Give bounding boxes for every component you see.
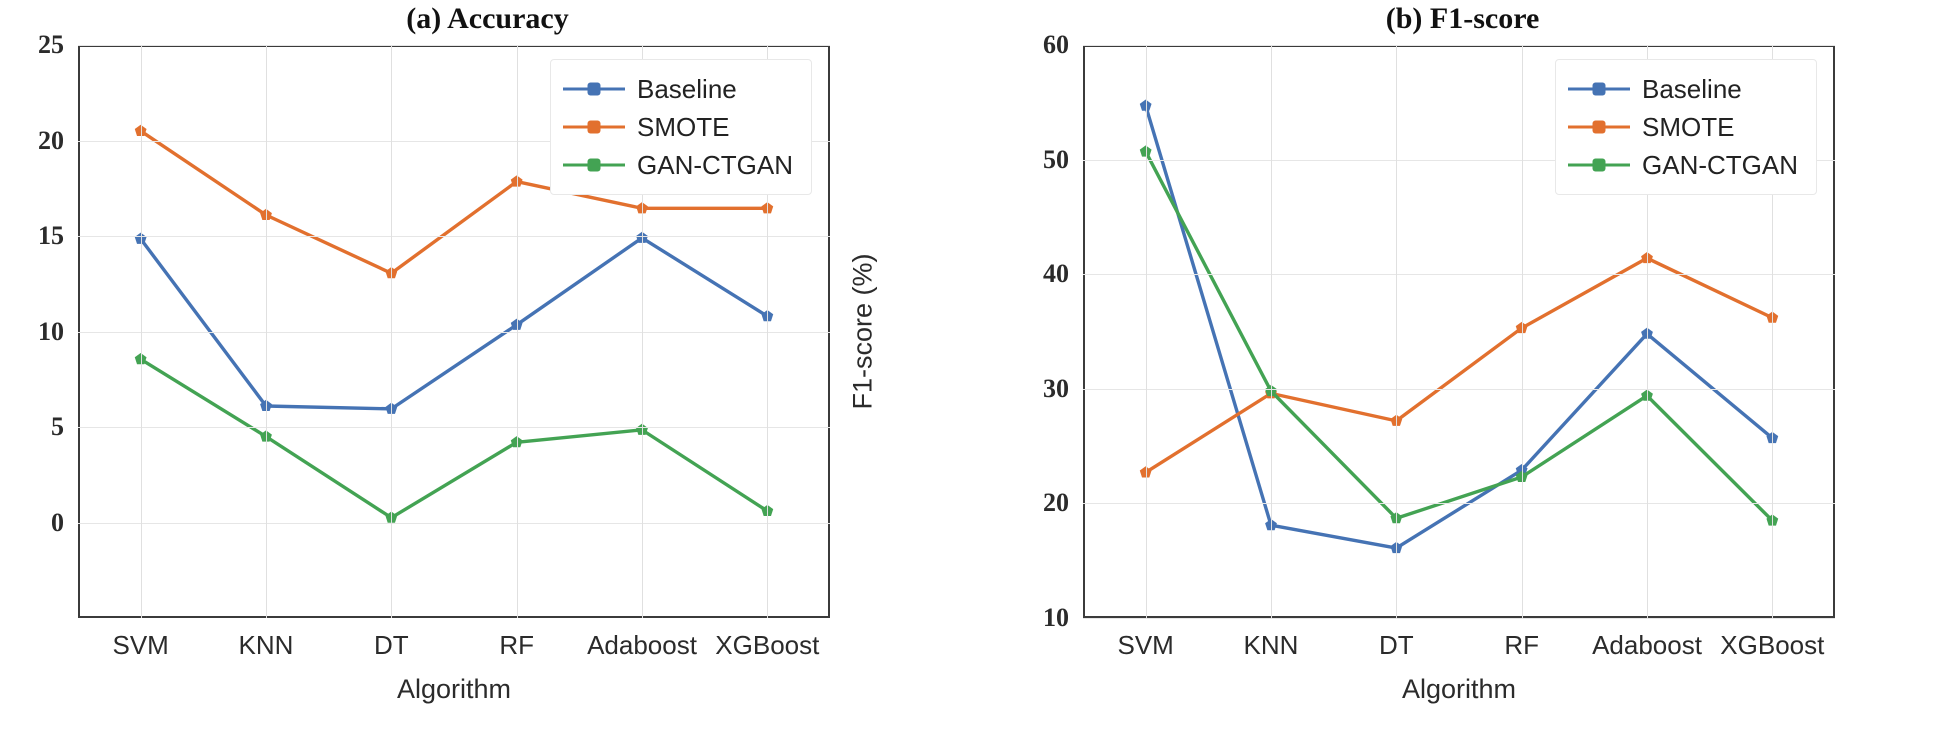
gridline-vertical	[391, 45, 393, 618]
y-axis-tick-label: 20	[38, 125, 64, 155]
gridline-horizontal	[1083, 274, 1835, 276]
x-axis-tick-label: Adaboost	[1592, 630, 1702, 660]
legend-item-label: SMOTE	[637, 111, 730, 142]
y-axis-tick-label: 30	[1043, 373, 1069, 403]
legend-item-smote[interactable]: SMOTE	[563, 108, 795, 146]
x-axis-title: Algorithm	[1401, 674, 1517, 704]
panel-a-plot-wrapper: 0 5 10 15 20 25 SVM KNN DT RF Adaboost XGBoost Algor…	[38, 30, 830, 704]
gridline-horizontal	[78, 331, 830, 333]
legend-item-label: Baseline	[1642, 73, 1742, 104]
x-axis-title: Algorithm	[396, 674, 512, 704]
panel-a-series-layer	[134, 124, 774, 523]
panel-b-series-layer	[1139, 99, 1779, 554]
legend-line-marker-icon	[563, 80, 625, 98]
gridline-horizontal	[1083, 503, 1835, 505]
gridline-horizontal	[1083, 618, 1835, 619]
gridline-vertical	[1647, 45, 1648, 618]
chart-legend: Baseline SMOTE GAN-CTGAN	[550, 59, 812, 195]
x-axis-tick-label: RF	[499, 630, 534, 660]
gridline-horizontal	[1083, 388, 1835, 390]
gridline-horizontal	[1083, 159, 1835, 161]
series-line	[1143, 256, 1775, 475]
gridline-horizontal	[1083, 45, 1835, 46]
legend-item-smote[interactable]: SMOTE	[1568, 108, 1800, 146]
legend-line-marker-icon	[1568, 156, 1630, 174]
series-line	[138, 357, 770, 520]
legend-item-label: SMOTE	[1642, 111, 1735, 142]
y-axis-tick-label: 5	[51, 412, 64, 441]
legend-item-gan-ctgan[interactable]: GAN-CTGAN	[563, 146, 795, 184]
gridline-vertical	[642, 45, 643, 618]
gridline-vertical	[1396, 45, 1398, 618]
y-axis-tick-label: 10	[1043, 603, 1069, 632]
legend-line-marker-icon	[1568, 80, 1630, 98]
gridline-vertical	[266, 45, 267, 618]
panel-b-title: (b) F1-score	[1385, 2, 1540, 35]
panel-accuracy: (a) Accuracy 0 5 10 15 20 25 SVM KNN DT RF Adaboos…	[38, 2, 830, 704]
series-line	[138, 129, 770, 275]
y-axis-title: F1-score (%)	[847, 253, 878, 410]
gridline-vertical	[1145, 45, 1147, 618]
y-axis-tick-label: 50	[1043, 144, 1069, 174]
x-axis-tick-label: KNN	[238, 630, 294, 660]
legend-item-label: Baseline	[637, 73, 737, 104]
y-axis-tick-label: 15	[38, 221, 64, 250]
panel-b-plot-wrapper: 10 20 30 40 50 60 SVM KNN DT RF Adaboost XGBoost Alg…	[848, 30, 1835, 704]
panel-a-title: (a) Accuracy	[406, 2, 569, 35]
panel-f1score: (b) F1-score 10 20 30 40 50 60 SVM KNN DT RF Adabo…	[848, 0, 1950, 732]
series-line	[138, 236, 770, 411]
legend-item-baseline[interactable]: Baseline	[1568, 70, 1800, 108]
y-axis-tick-label: 0	[51, 507, 64, 537]
gridline-vertical	[1271, 45, 1272, 618]
legend-item-label: GAN-CTGAN	[637, 149, 793, 180]
gridline-horizontal	[78, 45, 830, 46]
gridline-vertical	[516, 45, 518, 618]
gridline-vertical	[767, 45, 769, 618]
y-axis-tick-label: 20	[1043, 488, 1069, 518]
x-axis-tick-label: SVM	[112, 630, 169, 660]
x-axis-tick-label: DT	[373, 630, 409, 660]
chart-legend: Baseline SMOTE GAN-CTGAN	[1555, 59, 1817, 195]
legend-line-marker-icon	[1568, 118, 1630, 136]
series-line	[1143, 149, 1775, 523]
gridline-horizontal	[78, 236, 830, 237]
x-axis-tick-label: KNN	[1243, 630, 1299, 660]
x-axis-tick-label: RF	[1504, 630, 1539, 660]
x-axis-tick-label: DT	[1378, 630, 1414, 660]
y-axis-tick-label: 40	[1043, 259, 1069, 289]
x-axis-tick-label: SVM	[1117, 630, 1174, 660]
gridline-vertical	[1772, 45, 1774, 618]
gridline-horizontal	[78, 140, 830, 142]
legend-item-label: GAN-CTGAN	[1642, 149, 1798, 180]
y-axis-tick-label: 10	[38, 316, 64, 346]
gridline-vertical	[140, 45, 142, 618]
series-line	[1143, 104, 1775, 550]
x-axis-tick-label: XGBoost	[1720, 630, 1825, 660]
legend-item-baseline[interactable]: Baseline	[563, 70, 795, 108]
gridline-horizontal	[78, 427, 830, 428]
legend-line-marker-icon	[563, 156, 625, 174]
gridline-vertical	[1521, 45, 1523, 618]
gridline-horizontal	[78, 522, 830, 524]
x-axis-tick-label: XGBoost	[715, 630, 820, 660]
y-axis-tick-label: 60	[1043, 30, 1069, 59]
x-axis-tick-label: Adaboost	[587, 630, 697, 660]
y-axis-tick-label: 25	[38, 30, 64, 59]
legend-line-marker-icon	[563, 118, 625, 136]
legend-item-gan-ctgan[interactable]: GAN-CTGAN	[1568, 146, 1800, 184]
